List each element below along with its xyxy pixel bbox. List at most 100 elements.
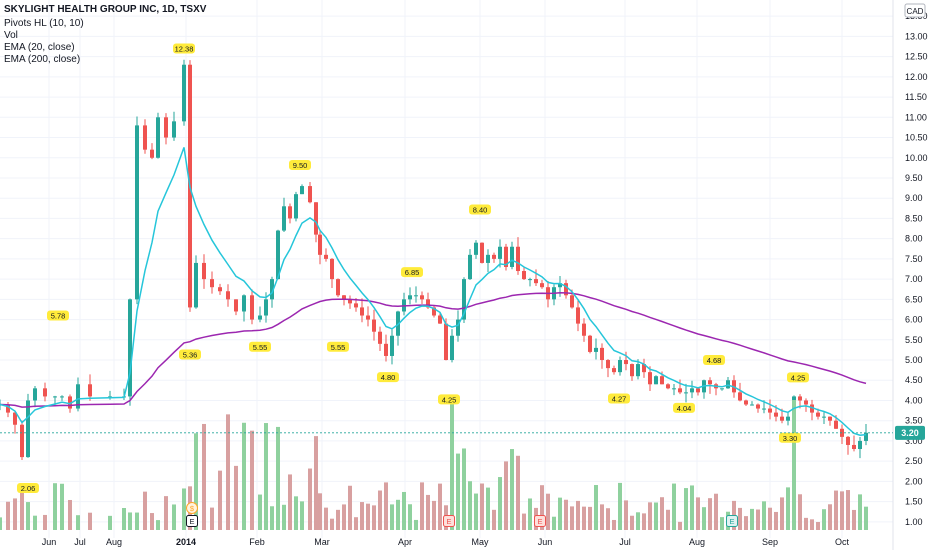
candle-body[interactable] (68, 396, 72, 409)
candle-body[interactable] (600, 347, 604, 361)
candle-body[interactable] (654, 376, 658, 385)
candle-body[interactable] (726, 380, 730, 389)
candle-body[interactable] (53, 396, 57, 398)
candle-body[interactable] (324, 254, 328, 259)
candle-body[interactable] (348, 299, 352, 304)
candle-body[interactable] (226, 291, 230, 300)
candle-body[interactable] (588, 335, 592, 352)
candle-body[interactable] (438, 315, 442, 324)
candle-body[interactable] (738, 392, 742, 401)
candle-body[interactable] (336, 279, 340, 296)
candle-body[interactable] (582, 323, 586, 336)
split-icon[interactable] (726, 515, 738, 527)
candle-body[interactable] (768, 408, 772, 413)
candle-body[interactable] (6, 404, 10, 413)
candle-body[interactable] (492, 254, 496, 259)
candle-body[interactable] (390, 335, 394, 356)
indicator-vol[interactable]: Vol (4, 30, 18, 41)
candle-body[interactable] (606, 360, 610, 369)
candle-body[interactable] (426, 299, 430, 308)
candle-body[interactable] (314, 202, 318, 235)
candle-body[interactable] (480, 242, 484, 263)
candle-body[interactable] (270, 279, 274, 300)
earnings-icon[interactable] (443, 515, 455, 527)
candle-body[interactable] (366, 315, 370, 320)
candle-body[interactable] (258, 315, 262, 320)
candle-body[interactable] (828, 416, 832, 421)
candle-body[interactable] (210, 279, 214, 288)
candle-body[interactable] (804, 400, 808, 405)
candle-body[interactable] (60, 396, 64, 398)
candle-body[interactable] (372, 319, 376, 332)
candle-body[interactable] (852, 444, 856, 450)
candle-body[interactable] (450, 335, 454, 361)
candle-body[interactable] (468, 254, 472, 280)
candle-body[interactable] (360, 307, 364, 316)
candle-body[interactable] (636, 364, 640, 377)
candle-body[interactable] (780, 416, 784, 421)
candle-body[interactable] (660, 376, 664, 385)
candle-body[interactable] (510, 246, 514, 267)
candle-body[interactable] (744, 400, 748, 405)
candle-body[interactable] (672, 388, 676, 390)
candle-body[interactable] (666, 384, 670, 389)
candle-body[interactable] (462, 279, 466, 320)
candle-body[interactable] (300, 186, 304, 195)
candle-body[interactable] (864, 432, 868, 441)
candle-body[interactable] (444, 323, 448, 361)
candle-body[interactable] (534, 279, 538, 284)
candle-body[interactable] (648, 372, 652, 385)
indicator-ema20[interactable]: EMA (20, close) (4, 42, 75, 53)
indicator-pivots[interactable]: Pivots HL (10, 10) (4, 18, 84, 29)
candle-body[interactable] (250, 295, 254, 320)
candle-body[interactable] (756, 404, 760, 409)
candle-body[interactable] (234, 299, 238, 312)
candle-body[interactable] (420, 295, 424, 300)
candle-body[interactable] (690, 388, 694, 393)
candle-body[interactable] (202, 262, 206, 280)
candle-body[interactable] (414, 295, 418, 297)
candle-body[interactable] (378, 331, 382, 344)
candle-body[interactable] (564, 283, 568, 296)
candle-body[interactable] (618, 360, 622, 373)
candle-body[interactable] (43, 388, 47, 397)
candle-body[interactable] (135, 125, 139, 300)
candle-body[interactable] (858, 440, 862, 450)
candle-body[interactable] (630, 364, 634, 377)
candle-body[interactable] (408, 295, 412, 300)
candle-body[interactable] (846, 436, 850, 445)
candle-body[interactable] (318, 234, 322, 255)
candle-body[interactable] (486, 254, 490, 263)
candle-body[interactable] (194, 262, 198, 308)
candle-body[interactable] (528, 279, 532, 281)
candle-body[interactable] (624, 360, 628, 365)
candle-body[interactable] (474, 242, 478, 255)
candle-body[interactable] (164, 117, 168, 138)
candle-body[interactable] (264, 299, 268, 316)
dividend-icon[interactable] (186, 502, 198, 514)
candle-body[interactable] (76, 384, 80, 409)
candle-body[interactable] (834, 420, 838, 429)
candle-body[interactable] (684, 392, 688, 394)
candle-body[interactable] (540, 283, 544, 288)
candle-body[interactable] (294, 194, 298, 219)
candle-body[interactable] (558, 283, 562, 288)
candle-body[interactable] (810, 404, 814, 413)
candle-body[interactable] (576, 307, 580, 324)
candle-body[interactable] (786, 416, 790, 421)
earnings-icon[interactable] (186, 515, 198, 527)
candle-body[interactable] (13, 412, 17, 425)
candle-body[interactable] (20, 424, 24, 458)
candle-body[interactable] (354, 303, 358, 308)
candle-body[interactable] (750, 404, 754, 406)
candle-body[interactable] (708, 380, 712, 385)
candle-body[interactable] (88, 384, 92, 397)
candle-body[interactable] (504, 246, 508, 267)
candle-body[interactable] (342, 295, 346, 300)
candle-body[interactable] (720, 388, 724, 390)
candle-body[interactable] (242, 295, 246, 312)
candle-body[interactable] (774, 412, 778, 417)
candle-body[interactable] (498, 246, 502, 259)
